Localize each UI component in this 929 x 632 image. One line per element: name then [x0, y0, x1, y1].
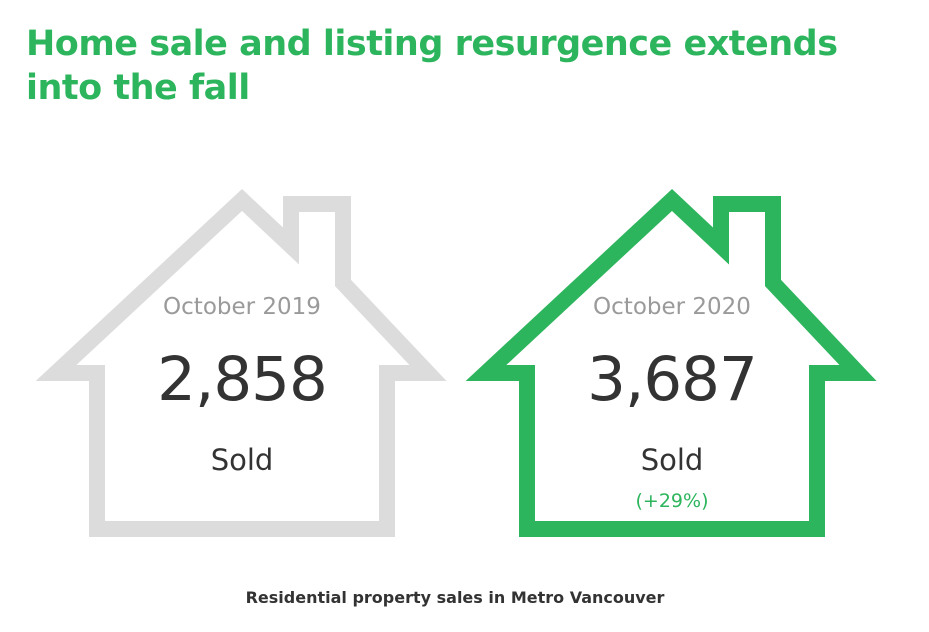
sold-label: Sold [210, 443, 274, 477]
sold-label: Sold [640, 443, 704, 477]
period-label: October 2020 [593, 294, 751, 320]
chart-caption: Residential property sales in Metro Vanc… [245, 588, 665, 607]
sold-count: 3,687 [587, 344, 758, 415]
page-title: Home sale and listing resurgence extends… [26, 24, 838, 108]
house-outline-icon [35, 189, 447, 537]
house-card-2019: October 2019 2,858 Sold [35, 188, 447, 543]
sold-count: 2,858 [157, 344, 328, 415]
house-card-2020: October 2020 3,687 Sold (+29%) [465, 188, 877, 543]
house-outline-icon [465, 189, 877, 537]
period-label: October 2019 [163, 294, 321, 320]
change-percent: (+29%) [635, 490, 709, 512]
